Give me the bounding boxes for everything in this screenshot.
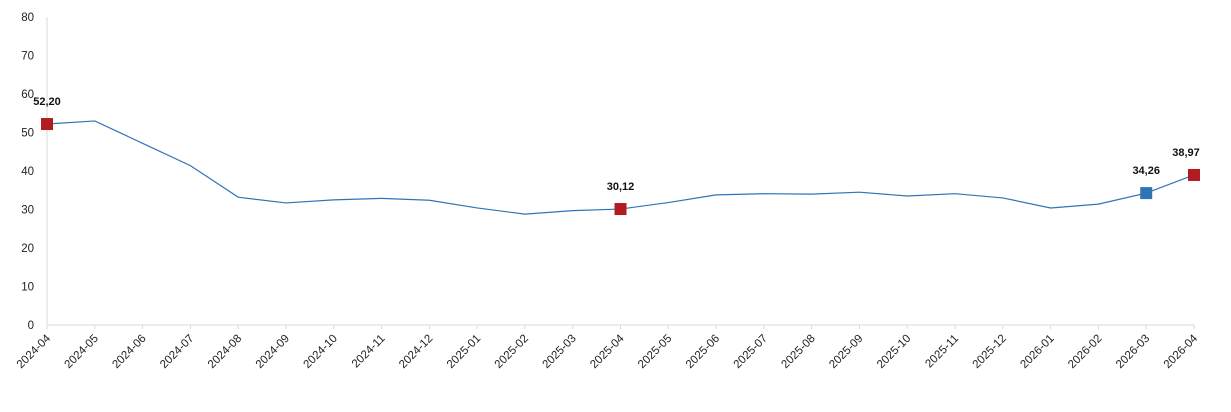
x-tick-label: 2024-09 — [254, 333, 292, 371]
x-tick-label: 2024-07 — [158, 333, 196, 371]
x-tick-label: 2024-04 — [15, 332, 54, 371]
x-tick-label: 2024-06 — [110, 333, 148, 371]
x-tick-label: 2026-02 — [1066, 333, 1104, 371]
y-tick-label: 0 — [28, 320, 34, 332]
x-tick-label: 2025-06 — [684, 333, 722, 371]
y-tick-label: 60 — [21, 89, 34, 101]
y-tick-label: 50 — [21, 128, 34, 140]
y-tick-label: 40 — [21, 166, 34, 178]
data-label: 52,20 — [33, 96, 61, 108]
x-tick-label: 2024-12 — [397, 333, 435, 371]
x-tick-label: 2025-10 — [875, 333, 913, 371]
x-tick-label: 2024-11 — [350, 333, 388, 371]
series-layer — [46, 120, 1195, 215]
data-label: 34,26 — [1132, 165, 1160, 177]
x-tick-label: 2026-03 — [1114, 333, 1152, 371]
y-tick-label: 80 — [21, 12, 34, 24]
x-tick-label: 2025-11 — [923, 333, 961, 371]
x-tick-label: 2025-12 — [971, 333, 1009, 371]
highlight-markers — [41, 118, 1200, 216]
x-tick-label: 2025-09 — [827, 333, 865, 371]
x-tick-label: 2025-07 — [732, 333, 770, 371]
y-tick-label: 30 — [21, 205, 34, 217]
x-tick-label: 2025-04 — [588, 332, 627, 371]
x-tick-label: 2026-01 — [1018, 333, 1056, 371]
x-axis: 2024-04 2024-05 2024-06 2024-07 2024-08 2024-… — [15, 324, 1201, 371]
data-label: 38,97 — [1172, 147, 1200, 159]
highlight-marker — [1188, 168, 1200, 181]
y-tick-label: 10 — [21, 282, 34, 294]
y-axis: 0 10 20 30 40 50 60 70 80 — [21, 12, 48, 332]
x-tick-label: 2025-03 — [540, 333, 578, 371]
x-tick-label: 2026-04 — [1162, 332, 1201, 371]
x-tick-label: 2024-05 — [63, 333, 101, 371]
series-line — [46, 120, 1195, 215]
highlight-marker — [1140, 187, 1153, 200]
data-labels: 52,20 30,12 34,26 38,97 — [33, 96, 1200, 193]
y-tick-label: 20 — [21, 243, 34, 255]
y-tick-label: 70 — [21, 51, 34, 63]
x-tick-label: 2025-02 — [493, 333, 531, 371]
x-tick-label: 2024-08 — [206, 333, 244, 371]
x-tick-label: 2024-10 — [302, 333, 340, 371]
data-label: 30,12 — [607, 181, 635, 193]
highlight-marker — [614, 203, 627, 216]
x-tick-label: 2025-08 — [779, 333, 817, 371]
highlight-marker — [41, 118, 53, 131]
x-tick-label: 2025-01 — [445, 333, 483, 371]
x-tick-label: 2025-05 — [636, 333, 674, 371]
